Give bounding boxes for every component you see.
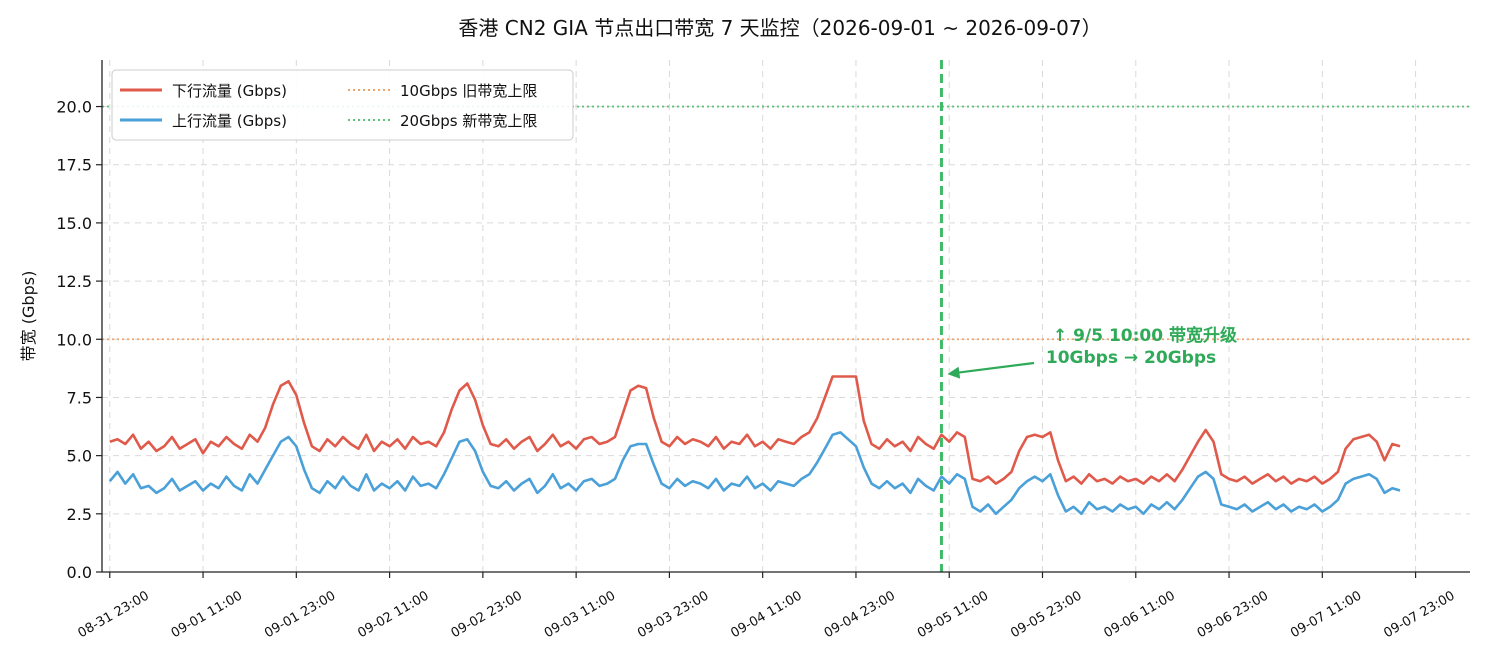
legend-box [111,69,574,141]
y-tick-label: 12.5 [56,272,92,291]
legend-label: 20Gbps 新带宽上限 [400,112,537,130]
y-tick-label: 15.0 [56,214,92,233]
series-lines [108,375,1401,516]
x-tick-label: 09-07 11:00 [1288,588,1364,641]
upgrade-annotation: ↑ 9/5 10:00 带宽升级 10Gbps → 20Gbps [1046,325,1237,368]
annotation-arrow-shaft [957,361,1035,374]
y-tick-label: 0.0 [67,563,92,582]
event-marker [939,60,1035,572]
chart-title: 香港 CN2 GIA 节点出口带宽 7 天监控（2026-09-01 ~ 202… [458,16,1101,40]
legend-label: 上行流量 (Gbps) [172,112,287,130]
x-tick-label: 09-01 11:00 [169,588,245,641]
x-tick-label: 09-03 11:00 [542,588,618,641]
downlink-series-line [109,375,1401,485]
x-tick-label: 09-02 23:00 [449,588,525,641]
x-tick-label: 09-05 11:00 [915,588,991,641]
annotation-arrow-head [947,366,961,379]
x-tick-label: 09-05 23:00 [1008,588,1084,641]
x-tick-label: 09-04 11:00 [728,588,804,641]
legend: 下行流量 (Gbps) 上行流量 (Gbps) 10Gbps 旧带宽上限 20Gbps… [111,69,574,141]
x-tick-label: 09-06 11:00 [1102,588,1178,641]
legend-label: 下行流量 (Gbps) [172,82,287,100]
annotation-line-2: 10Gbps → 20Gbps [1046,348,1216,368]
x-tick-label: 08-31 23:00 [76,588,152,641]
y-tick-label: 17.5 [56,156,92,175]
x-tick-label: 09-03 23:00 [635,588,711,641]
grid-lines [102,60,1470,572]
y-tick-label: 7.5 [67,388,92,407]
uplink-series-line [108,431,1401,516]
x-tick-label: 09-06 23:00 [1195,588,1271,641]
y-tick-label: 20.0 [56,98,92,117]
annotation-line-1: ↑ 9/5 10:00 带宽升级 [1053,325,1237,346]
legend-label: 10Gbps 旧带宽上限 [400,82,537,100]
y-axis-label: 带宽 (Gbps) [19,271,38,362]
y-tick-label: 5.0 [67,447,92,466]
x-tick-label: 09-04 23:00 [822,588,898,641]
x-tick-label: 09-01 23:00 [262,588,338,641]
reference-lines [102,105,1470,341]
y-tick-label: 10.0 [56,330,92,349]
axes: 0.0 2.5 5.0 7.5 10.0 12.5 15.0 17.5 20.0 08-31 23… [56,60,1470,641]
y-tick-label: 2.5 [67,505,92,524]
x-tick-label: 09-07 23:00 [1381,588,1457,641]
x-tick-label: 09-02 11:00 [355,588,431,641]
